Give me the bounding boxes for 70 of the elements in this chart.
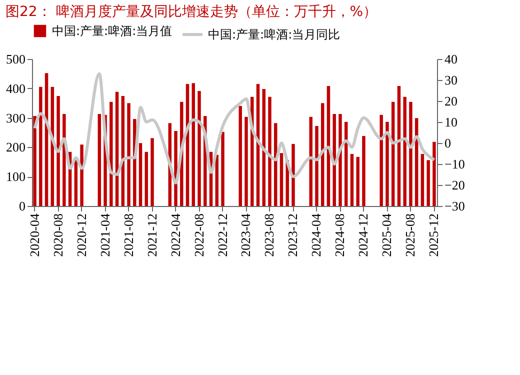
bar (386, 122, 389, 206)
x-tick-label: 2022-12 (214, 214, 230, 257)
bar (198, 91, 201, 206)
bar (420, 154, 424, 206)
bar (403, 96, 406, 206)
bar (380, 114, 383, 206)
y2-tick-label: 30 (444, 72, 458, 88)
legend-label: 中国:产量:啤酒:当月值 (52, 24, 172, 38)
bar (127, 103, 130, 206)
x-tick-label: 2020-04 (26, 213, 42, 257)
y-tick-label: 400 (6, 80, 26, 96)
y2-tick-label: 0 (444, 136, 451, 150)
x-tick-label: 2023-04 (238, 213, 254, 257)
bar (280, 153, 284, 206)
x-tick-label: 2022-08 (191, 214, 206, 257)
x-tick-label: 2024-08 (332, 214, 348, 257)
y2-tick-label: −30 (444, 198, 465, 214)
x-tick-label: 2023-12 (285, 214, 300, 257)
bar (409, 102, 412, 206)
bar (397, 86, 401, 206)
bar (292, 144, 295, 206)
bar (56, 96, 60, 206)
chart-title: 图22： 啤酒月度产量及同比增速走势（单位：万千升，%） (6, 4, 378, 20)
bar (39, 86, 42, 206)
legend-label: 中国:产量:啤酒:当月同比 (208, 28, 340, 42)
x-tick-label: 2024-04 (308, 213, 324, 257)
bar (192, 83, 195, 206)
bar (238, 106, 242, 206)
y-tick-label: 500 (6, 52, 26, 66)
bar (315, 126, 318, 206)
bar (350, 154, 354, 206)
y-tick-label: 300 (6, 110, 26, 126)
x-tick-label: 2021-04 (97, 213, 112, 257)
y2-tick-label: 10 (444, 114, 458, 130)
y-tick-label: 0 (19, 198, 26, 214)
x-tick-label: 2025-04 (379, 213, 394, 257)
x-tick-label: 2021-08 (120, 214, 136, 257)
y2-tick-label: −10 (444, 156, 465, 172)
x-tick-label: 2020-08 (50, 214, 66, 257)
bar (80, 144, 84, 206)
x-tick-label: 2020-12 (74, 214, 89, 257)
bar (332, 114, 336, 206)
bar (150, 138, 154, 206)
bar (432, 142, 436, 206)
bar (138, 143, 142, 206)
bar (338, 114, 342, 206)
y2-tick-label: 20 (444, 94, 458, 108)
x-tick-label: 2023-08 (262, 214, 277, 257)
bar (110, 102, 113, 206)
x-tick-label: 2025-08 (402, 214, 418, 257)
bar (356, 156, 360, 206)
y-tick-label: 200 (6, 140, 26, 155)
bar (426, 160, 430, 206)
y2-tick-label: 40 (444, 52, 458, 66)
line-series (33, 72, 436, 184)
y-tick-label: 100 (6, 169, 26, 184)
x-tick-label: 2025-12 (426, 214, 442, 257)
x-tick-label: 2022-04 (168, 213, 183, 257)
bar (215, 154, 218, 206)
bar (268, 96, 272, 206)
bar (221, 132, 224, 206)
bar (98, 114, 102, 206)
bar (144, 152, 148, 206)
x-tick-label: 2021-12 (144, 214, 160, 257)
bar (244, 116, 248, 206)
bar (33, 116, 36, 206)
bar (362, 136, 366, 206)
bar (309, 116, 312, 206)
y2-tick-label: −20 (444, 178, 465, 192)
x-tick-label: 2024-12 (356, 214, 371, 257)
